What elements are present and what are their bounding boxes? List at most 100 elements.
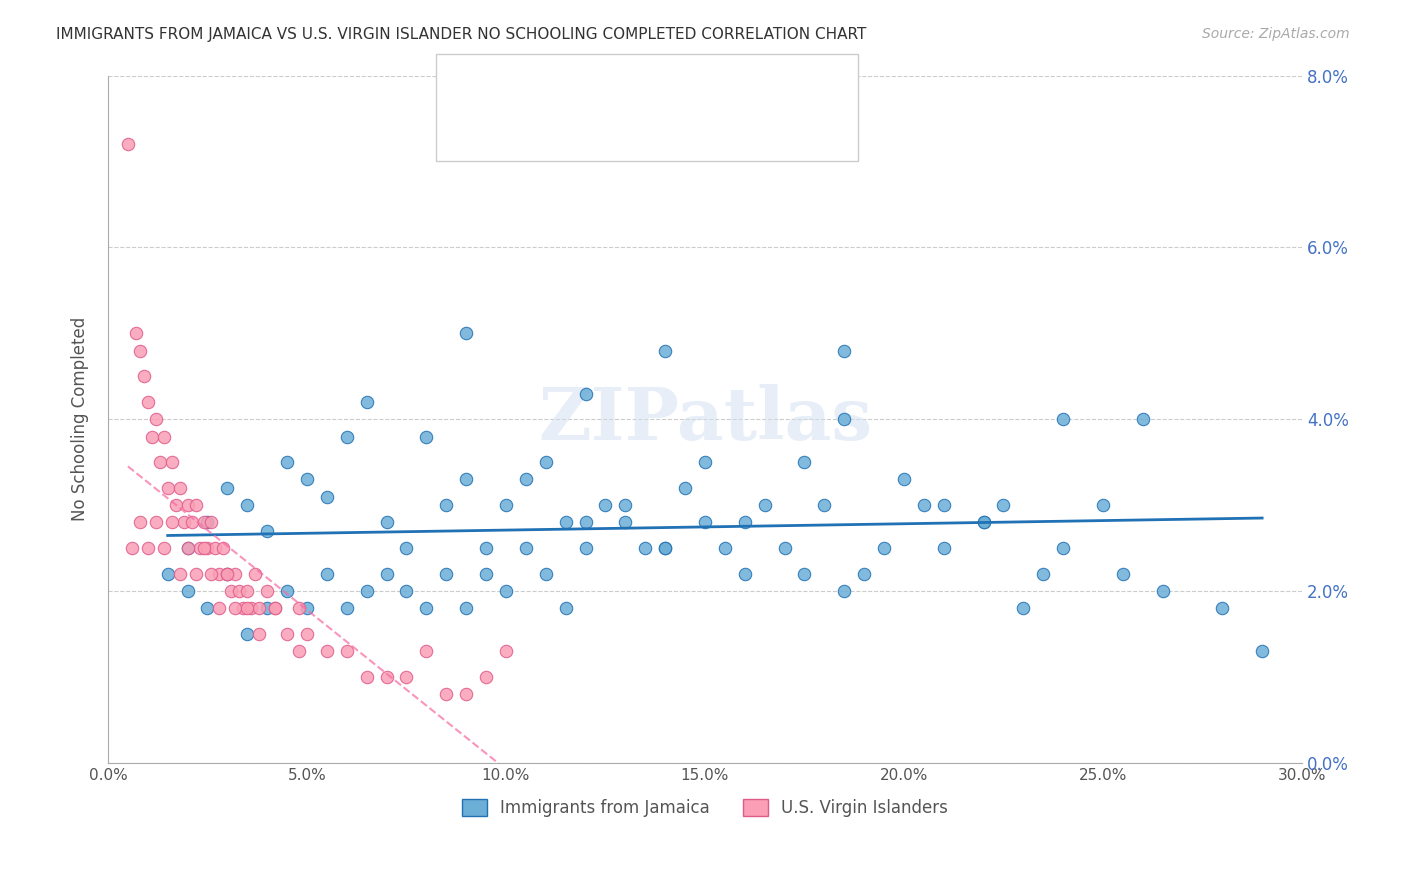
Point <box>160 455 183 469</box>
Point <box>176 541 198 556</box>
Point <box>356 584 378 599</box>
Point <box>495 584 517 599</box>
Point <box>434 567 457 582</box>
Point <box>1152 584 1174 599</box>
Point <box>693 455 716 469</box>
Point <box>832 343 855 358</box>
Point <box>188 541 211 556</box>
Point <box>145 412 167 426</box>
Point <box>247 601 270 615</box>
Point <box>152 429 174 443</box>
Point <box>236 627 259 641</box>
Point <box>169 567 191 582</box>
Point <box>156 481 179 495</box>
Point <box>534 455 557 469</box>
Point <box>1012 601 1035 615</box>
Point <box>434 687 457 701</box>
Point <box>149 455 172 469</box>
Point <box>176 584 198 599</box>
Point <box>654 541 676 556</box>
Point <box>434 498 457 512</box>
Point <box>1091 498 1114 512</box>
Point <box>236 584 259 599</box>
Text: R =: R = <box>502 120 538 138</box>
Point <box>236 498 259 512</box>
Point <box>475 670 498 684</box>
Point <box>217 567 239 582</box>
Point <box>813 498 835 512</box>
Text: N =: N = <box>654 120 692 138</box>
Point <box>128 343 150 358</box>
Point <box>141 429 163 443</box>
Point <box>614 516 637 530</box>
Text: 67: 67 <box>692 120 716 138</box>
Text: -0.073: -0.073 <box>540 120 600 138</box>
Point <box>614 498 637 512</box>
Point <box>217 481 239 495</box>
Point <box>912 498 935 512</box>
Point <box>415 429 437 443</box>
Point <box>132 369 155 384</box>
Point <box>228 584 250 599</box>
Point <box>224 601 246 615</box>
Point <box>495 498 517 512</box>
FancyBboxPatch shape <box>347 51 605 127</box>
Point <box>256 584 278 599</box>
Point <box>654 541 676 556</box>
Point <box>456 601 478 615</box>
Point <box>754 498 776 512</box>
Point <box>232 601 254 615</box>
Point <box>475 567 498 582</box>
Point <box>176 498 198 512</box>
Point <box>200 567 222 582</box>
Point <box>180 516 202 530</box>
Point <box>247 627 270 641</box>
Point <box>456 687 478 701</box>
Point <box>495 644 517 658</box>
Point <box>200 516 222 530</box>
Point <box>693 516 716 530</box>
Text: 86: 86 <box>692 80 716 98</box>
Point <box>893 473 915 487</box>
Text: IMMIGRANTS FROM JAMAICA VS U.S. VIRGIN ISLANDER NO SCHOOLING COMPLETED CORRELATI: IMMIGRANTS FROM JAMAICA VS U.S. VIRGIN I… <box>56 27 866 42</box>
Y-axis label: No Schooling Completed: No Schooling Completed <box>72 318 89 522</box>
Point <box>315 567 337 582</box>
Text: N =: N = <box>654 80 692 98</box>
Point <box>574 386 596 401</box>
Point <box>973 516 995 530</box>
Point <box>184 567 207 582</box>
Point <box>634 541 657 556</box>
Point <box>295 473 318 487</box>
Point <box>173 516 195 530</box>
Point <box>395 670 418 684</box>
Point <box>315 644 337 658</box>
Point <box>1052 541 1074 556</box>
Point <box>160 516 183 530</box>
Point <box>295 601 318 615</box>
Point <box>973 516 995 530</box>
Point <box>217 567 239 582</box>
Point <box>654 343 676 358</box>
Point <box>197 516 219 530</box>
Point <box>932 498 955 512</box>
Point <box>1112 567 1135 582</box>
Point <box>336 601 359 615</box>
Point <box>336 644 359 658</box>
Point <box>169 481 191 495</box>
Point <box>128 516 150 530</box>
Point <box>197 541 219 556</box>
Point <box>156 567 179 582</box>
Point <box>193 541 215 556</box>
Point <box>574 541 596 556</box>
Point <box>554 516 576 530</box>
Point <box>193 516 215 530</box>
Point <box>395 584 418 599</box>
Point <box>375 567 398 582</box>
Point <box>456 473 478 487</box>
Point <box>734 567 756 582</box>
Point <box>288 644 311 658</box>
Point <box>221 584 243 599</box>
Point <box>415 644 437 658</box>
Point <box>574 516 596 530</box>
Point <box>136 541 159 556</box>
